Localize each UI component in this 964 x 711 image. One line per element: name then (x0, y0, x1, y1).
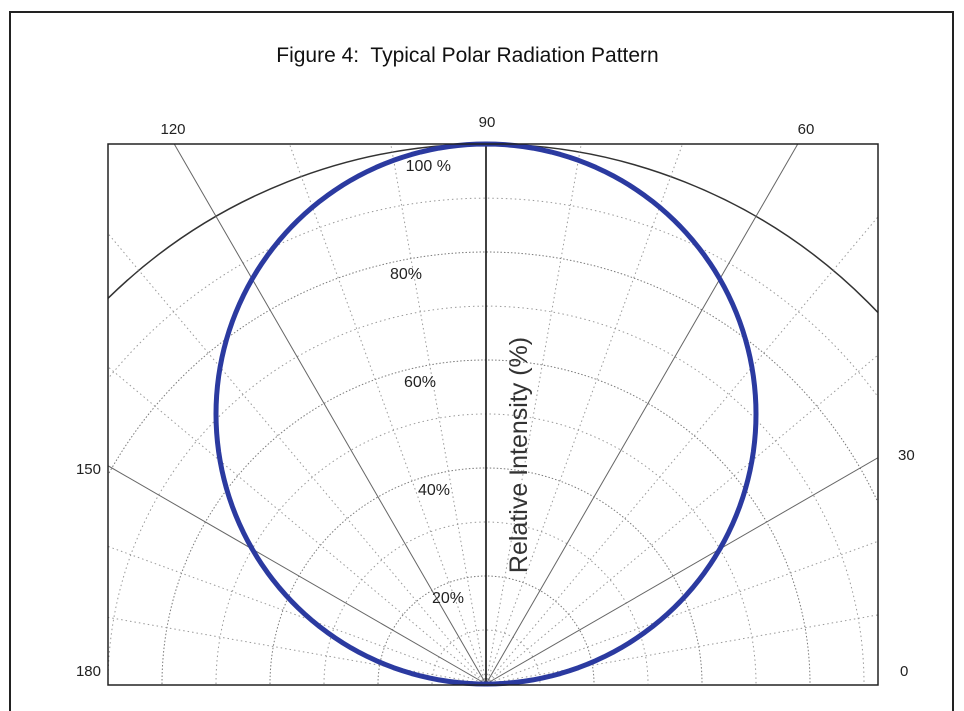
radial-tick-label: 80% (390, 266, 422, 283)
label-layer: 0 30 60 90 120 150 180 20% 40% 60% 80% 100 % (76, 114, 915, 680)
radial-tick-label: 60% (404, 374, 436, 391)
major-spoke (486, 252, 964, 684)
minor-spoke (486, 129, 964, 684)
major-spoke (486, 0, 918, 684)
minor-spoke (0, 534, 486, 684)
major-spoke (0, 252, 486, 684)
minor-spoke (190, 0, 486, 684)
minor-spoke (0, 22, 486, 684)
angle-tick-label: 120 (160, 121, 185, 138)
angle-tick-label: 30 (898, 447, 915, 464)
radial-tick-label: 20% (432, 590, 464, 607)
angle-tick-label: 180 (76, 663, 101, 680)
minor-spoke (486, 534, 964, 684)
minor-spoke (0, 129, 486, 684)
minor-ring (0, 198, 964, 684)
major-spoke (54, 0, 486, 684)
radial-tick-label: 40% (418, 482, 450, 499)
angle-tick-label: 90 (479, 114, 496, 131)
angle-tick-label: 150 (76, 461, 101, 478)
angle-tick-label: 60 (798, 121, 815, 138)
plot-frame (108, 144, 878, 685)
minor-spoke (336, 0, 486, 684)
radial-tick-label: 100 % (406, 158, 451, 175)
angle-tick-label: 0 (900, 663, 908, 680)
radial-axis-title: Relative Intensity (%) (505, 337, 533, 573)
minor-spoke (486, 22, 964, 684)
polar-grid (0, 0, 964, 684)
